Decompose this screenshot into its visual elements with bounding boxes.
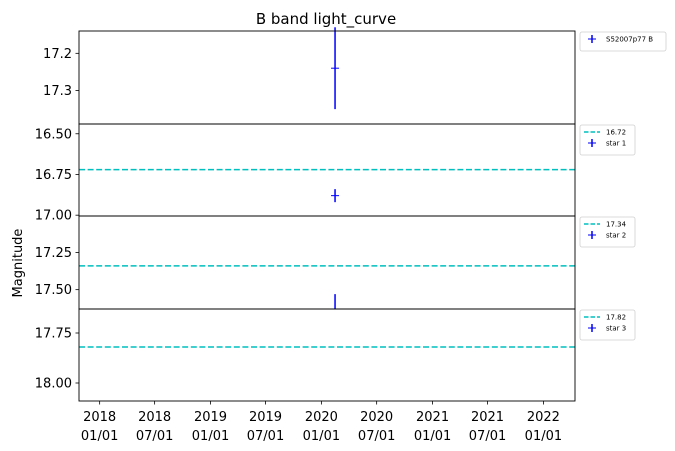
y-tick-label: 16.75 [35,168,72,183]
legend-2: 16.72 star 1 [579,124,636,156]
x-tick-label-date: 07/01 [358,429,395,444]
y-tick-label: 17.3 [43,84,72,99]
y-tick-label: 16.50 [35,127,72,142]
x-tick-label-date: 01/01 [81,429,118,444]
legend-4: 17.82 star 3 [579,309,636,341]
x-tick-label-year: 2021 [471,410,504,425]
y-tick-label: 17.75 [35,327,72,342]
x-tick-label-date: 01/01 [414,429,451,444]
legend-label: 17.34 [606,221,627,229]
legend-label: star 2 [606,232,626,240]
legends-group: S52007p77 B 16.72 star 1 17.34 star 2 17.82 st… [579,31,667,341]
x-tick-label-date: 07/01 [247,429,284,444]
x-tick-label-date: 07/01 [469,429,506,444]
y-tick-label: 17.2 [43,47,72,62]
x-tick-label-date: 01/01 [525,429,562,444]
y-tick-label: 17.50 [35,283,72,298]
x-tick-label-date: 01/01 [303,429,340,444]
panels-group: 17.2 17.3 16.50 16.75 17.00 17.25 17.50 17.75 18… [35,27,576,402]
panel-4: 17.75 18.00 [35,308,576,402]
x-tick-label-year: 2020 [360,410,393,425]
legend-label: 17.82 [606,314,626,322]
legend-label: S52007p77 B [606,36,653,44]
panel-frame [78,308,576,402]
x-tick-label-year: 2018 [138,410,171,425]
legend-3: 17.34 star 2 [579,216,636,248]
y-tick-label: 18.00 [35,377,72,392]
panel-2: 16.50 16.75 17.00 [35,123,576,224]
x-tick-label-year: 2018 [83,410,116,425]
x-tick-label-year: 2022 [527,410,560,425]
x-axis: 2018 01/01 2018 07/01 2019 01/01 2019 07/01 2020… [81,401,562,444]
y-tick-label: 17.00 [35,209,72,224]
x-tick-label-date: 01/01 [192,429,229,444]
x-tick-label-year: 2019 [194,410,227,425]
x-tick-label-year: 2020 [305,410,338,425]
legend-label: star 3 [606,325,626,333]
y-axis-label: Magnitude [11,229,26,298]
legend-label: 16.72 [606,129,626,137]
legend-label: star 1 [606,140,626,148]
legend-1: S52007p77 B [579,31,667,52]
x-tick-label-year: 2021 [416,410,449,425]
chart-title: B band light_curve [256,10,396,29]
y-tick-label: 17.25 [35,246,72,261]
legend-frame [579,31,667,52]
x-tick-label-year: 2019 [249,410,282,425]
x-tick-label-date: 07/01 [136,429,173,444]
